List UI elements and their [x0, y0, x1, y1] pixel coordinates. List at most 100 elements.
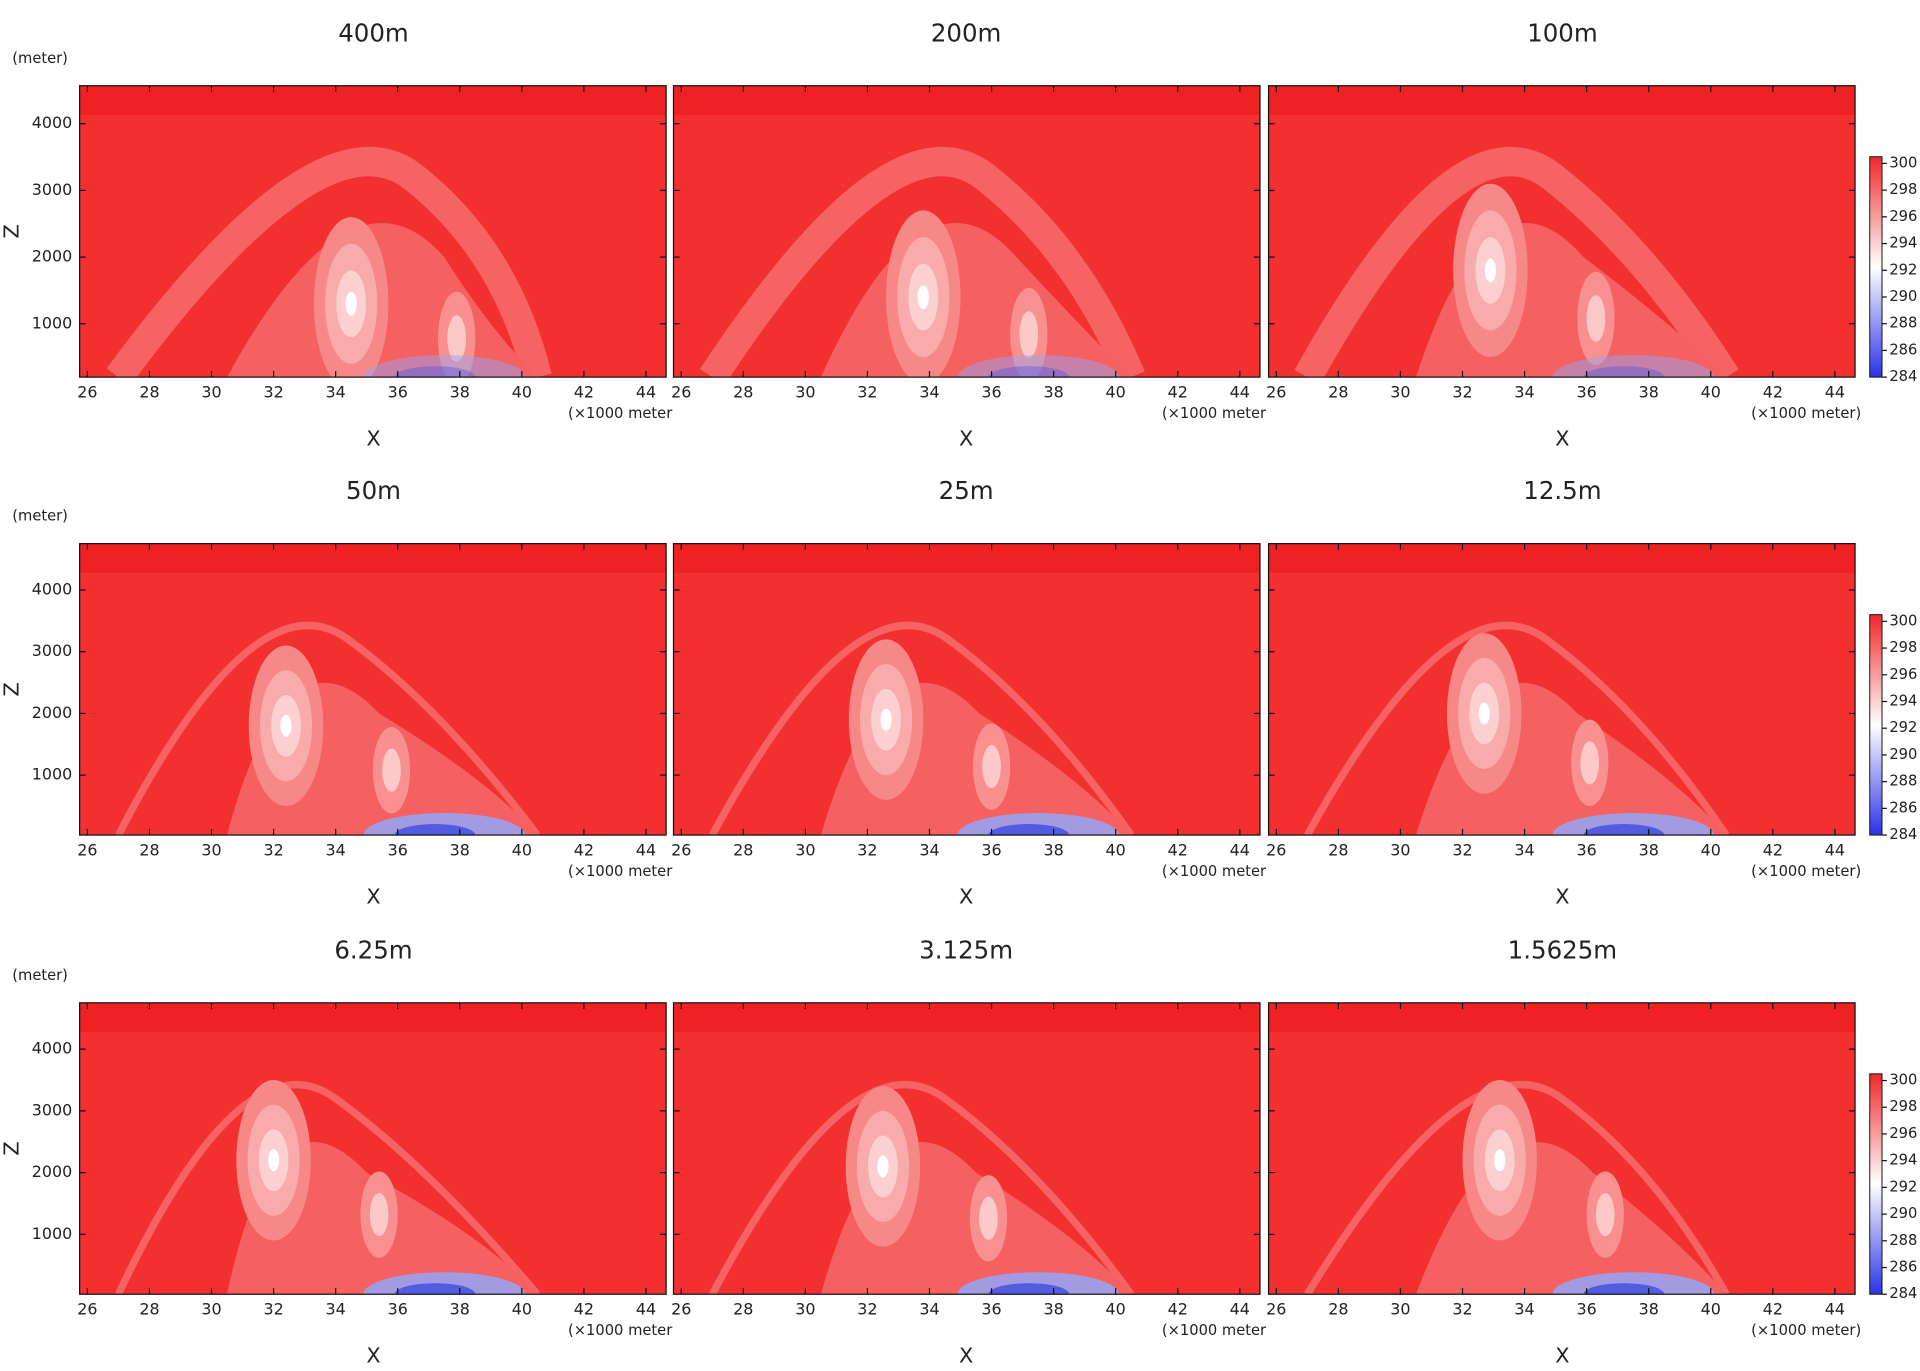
field-band: [1269, 86, 1856, 115]
field-band: [80, 86, 667, 115]
x-tick-label: 38: [1639, 840, 1659, 859]
vortex: [1494, 1149, 1505, 1171]
x-tick-label: 32: [857, 840, 877, 859]
x-tick-label: 28: [733, 383, 753, 402]
vortex: [370, 1193, 389, 1236]
x-tick-label: 36: [388, 383, 408, 402]
field-band: [80, 544, 667, 573]
colorbar-label: 286: [1889, 341, 1917, 358]
colorbar-label: 284: [1889, 826, 1917, 843]
vortex: [982, 745, 1001, 788]
colorbar-label: 294: [1889, 235, 1917, 252]
colorbar-label: 300: [1889, 154, 1917, 171]
x-tick-label: 42: [574, 383, 594, 402]
x-unit-label: (×1000 meter: [568, 405, 673, 422]
colorbar-label: 286: [1889, 1259, 1917, 1276]
x-tick-label: 34: [1514, 1300, 1534, 1319]
x-tick-label: 44: [1230, 1300, 1250, 1319]
x-tick-label: 42: [1168, 383, 1188, 402]
field-band: [673, 544, 1260, 573]
x-tick-label: 38: [450, 840, 470, 859]
colorbar-label: 298: [1889, 1098, 1917, 1115]
vortex: [1596, 1193, 1615, 1236]
contour-field: [1269, 1003, 1856, 1316]
x-tick-label: 32: [1452, 1300, 1472, 1319]
colorbar-label: 296: [1889, 666, 1917, 683]
y-tick-label: 3000: [32, 180, 72, 199]
colorbar-label: 292: [1889, 1178, 1917, 1195]
x-tick-label: 36: [981, 1300, 1001, 1319]
x-tick-label: 38: [450, 1300, 470, 1319]
x-tick-label: 42: [574, 1300, 594, 1319]
x-tick-label: 42: [574, 840, 594, 859]
x-tick-label: 26: [1266, 383, 1286, 402]
x-tick-label: 26: [1266, 1300, 1286, 1319]
y-tick-label: 3000: [32, 1100, 72, 1119]
x-tick-label: 36: [981, 383, 1001, 402]
panel-title: 12.5m: [1523, 476, 1601, 505]
x-tick-label: 34: [1514, 840, 1534, 859]
x-tick-label: 36: [1577, 840, 1597, 859]
vortex: [447, 315, 466, 362]
x-tick-label: 30: [201, 840, 221, 859]
colorbar-label: 290: [1889, 288, 1917, 305]
x-tick-label: 44: [636, 1300, 656, 1319]
x-axis-label: X: [959, 885, 973, 909]
x-axis-label: X: [366, 1344, 380, 1368]
x-unit-label: (×1000 meter: [1162, 405, 1267, 422]
colorbar-label: 294: [1889, 1152, 1917, 1169]
x-tick-label: 40: [1106, 840, 1126, 859]
y-tick-label: 2000: [32, 703, 72, 722]
x-tick-label: 34: [326, 840, 346, 859]
vortex: [1580, 741, 1599, 784]
x-tick-label: 44: [1825, 1300, 1845, 1319]
x-tick-label: 38: [1043, 1300, 1063, 1319]
x-tick-label: 32: [1452, 840, 1472, 859]
x-axis-label: X: [366, 885, 380, 909]
colorbar-label: 284: [1889, 1285, 1917, 1302]
contour-field: [673, 1003, 1260, 1316]
x-tick-label: 28: [733, 1300, 753, 1319]
colorbar-label: 298: [1889, 639, 1917, 656]
contour-field: [673, 544, 1260, 857]
x-tick-label: 40: [1701, 1300, 1721, 1319]
x-unit-label: (×1000 meter): [1751, 405, 1861, 422]
y-tick-label: 1000: [32, 1224, 72, 1243]
x-tick-label: 44: [1230, 383, 1250, 402]
x-tick-label: 28: [139, 383, 159, 402]
x-tick-label: 26: [1266, 840, 1286, 859]
field-band: [1269, 544, 1856, 573]
x-tick-label: 34: [1514, 383, 1534, 402]
panel-title: 25m: [939, 476, 994, 505]
x-tick-label: 38: [1043, 383, 1063, 402]
y-tick-label: 1000: [32, 765, 72, 784]
vortex: [280, 715, 291, 737]
x-tick-label: 30: [201, 1300, 221, 1319]
x-tick-label: 34: [326, 383, 346, 402]
x-tick-label: 26: [671, 840, 691, 859]
x-tick-label: 40: [512, 383, 532, 402]
y-tick-label: 1000: [32, 313, 72, 332]
y-axis-label: Z: [0, 682, 23, 696]
vortex: [382, 749, 401, 792]
x-tick-label: 32: [857, 383, 877, 402]
x-tick-label: 40: [1106, 383, 1126, 402]
x-tick-label: 32: [263, 1300, 283, 1319]
figure: 400m262830323436384042441000200030004000…: [0, 0, 1920, 1371]
x-tick-label: 36: [1577, 1300, 1597, 1319]
panel-title: 6.25m: [334, 935, 412, 964]
panel-title: 3.125m: [919, 935, 1013, 964]
x-tick-label: 32: [1452, 383, 1472, 402]
colorbar: [1870, 615, 1882, 835]
x-tick-label: 36: [1577, 383, 1597, 402]
x-axis-label: X: [1555, 885, 1569, 909]
x-tick-label: 40: [512, 1300, 532, 1319]
panel: 200m26283032343638404244X(×1000 meter: [671, 18, 1267, 450]
colorbar-label: 292: [1889, 261, 1917, 278]
vortex: [346, 292, 357, 316]
panel-title: 50m: [346, 476, 401, 505]
y-tick-label: 4000: [32, 579, 72, 598]
colorbar-label: 286: [1889, 799, 1917, 816]
